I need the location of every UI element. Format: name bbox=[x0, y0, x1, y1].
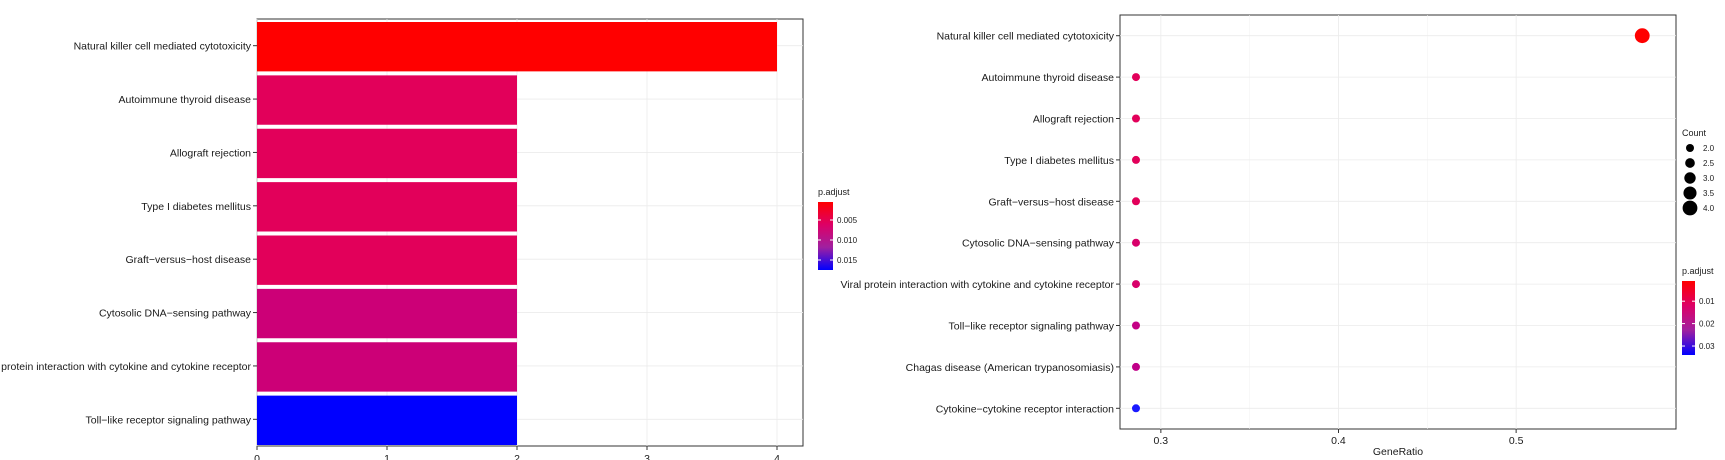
x-tick-label: 0.3 bbox=[1154, 435, 1169, 447]
dot-chart-gridlines bbox=[1120, 15, 1676, 429]
padjust-legend: p.adjust 0.01 0.02 0.03 bbox=[1682, 266, 1715, 355]
x-tick-label: 0.5 bbox=[1509, 435, 1524, 447]
bar-chart-x-ticks: 0 1 2 3 4 bbox=[254, 446, 780, 460]
category-label: Viral protein interaction with cytokine … bbox=[840, 279, 1114, 291]
point bbox=[1131, 321, 1140, 330]
dot-chart-x-axis-title: GeneRatio bbox=[1373, 446, 1423, 458]
category-label: Allograft rejection bbox=[170, 147, 251, 159]
category-label: Autoimmune thyroid disease bbox=[119, 94, 252, 106]
bar bbox=[257, 128, 517, 179]
category-label: Natural killer cell mediated cytotoxicit… bbox=[937, 31, 1115, 43]
bar bbox=[257, 22, 777, 72]
bar bbox=[257, 288, 517, 339]
x-tick-label: 2 bbox=[514, 453, 520, 460]
category-label: Chagas disease (American trypanosomiasis… bbox=[906, 362, 1114, 374]
bar-chart-bars bbox=[257, 22, 777, 445]
point bbox=[1131, 280, 1140, 289]
legend-title: p.adjust bbox=[818, 187, 850, 197]
x-tick-label: 0.4 bbox=[1331, 435, 1346, 447]
x-tick-label: 3 bbox=[644, 453, 650, 460]
legend-tick-label: 0.02 bbox=[1699, 320, 1715, 329]
dot-chart-plot-area bbox=[1119, 14, 1677, 430]
bar bbox=[257, 395, 517, 445]
category-label: Toll−like receptor signaling pathway bbox=[949, 321, 1115, 333]
legend-tick-label: 0.01 bbox=[1699, 297, 1715, 306]
legend-tick-label: 0.015 bbox=[837, 256, 858, 265]
count-legend-swatch bbox=[1682, 200, 1698, 216]
category-label: Viral protein interaction with cytokine … bbox=[0, 361, 251, 373]
bar bbox=[257, 342, 517, 392]
count-legend-swatch bbox=[1683, 186, 1697, 200]
category-label: Type I diabetes mellitus bbox=[1004, 155, 1114, 167]
count-legend-swatch bbox=[1685, 158, 1695, 168]
dot-chart-category-labels: Natural killer cell mediated cytotoxicit… bbox=[840, 31, 1120, 415]
count-legend-swatch bbox=[1686, 144, 1694, 152]
dot-chart-x-ticks: 0.3 0.4 0.5 bbox=[1154, 429, 1524, 447]
point bbox=[1131, 73, 1140, 82]
point bbox=[1634, 28, 1650, 44]
category-label: Allograft rejection bbox=[1033, 114, 1114, 126]
point bbox=[1131, 238, 1140, 247]
x-tick-label: 4 bbox=[774, 453, 780, 460]
point bbox=[1131, 362, 1140, 371]
count-legend-label: 2.5 bbox=[1703, 159, 1715, 168]
padjust-legend-title: p.adjust bbox=[1682, 266, 1714, 276]
x-tick-label: 1 bbox=[384, 453, 390, 460]
count-legend-swatch bbox=[1684, 172, 1696, 184]
point bbox=[1131, 114, 1140, 123]
bar bbox=[257, 235, 517, 285]
count-legend-label: 3.5 bbox=[1703, 189, 1715, 198]
legend-tick-label: 0.010 bbox=[837, 236, 858, 245]
category-label: Cytosolic DNA−sensing pathway bbox=[99, 308, 252, 320]
legend-tick-label: 0.005 bbox=[837, 216, 858, 225]
count-legend: Count 2.0 2.5 3.0 3.5 4.0 bbox=[1682, 128, 1715, 216]
category-label: Toll−like receptor signaling pathway bbox=[86, 414, 252, 426]
bar-chart-category-labels: Natural killer cell mediated cytotoxicit… bbox=[0, 41, 257, 426]
legend-tick-label: 0.03 bbox=[1699, 342, 1715, 351]
category-label: Autoimmune thyroid disease bbox=[982, 72, 1115, 84]
dot-chart-points bbox=[1131, 28, 1650, 413]
x-tick-label: 0 bbox=[254, 453, 260, 460]
point bbox=[1131, 404, 1140, 413]
bar bbox=[257, 75, 517, 125]
category-label: Natural killer cell mediated cytotoxicit… bbox=[74, 41, 252, 53]
count-legend-items: 2.0 2.5 3.0 3.5 4.0 bbox=[1682, 144, 1715, 216]
point bbox=[1131, 197, 1140, 206]
category-label: Graft−versus−host disease bbox=[126, 254, 252, 266]
count-legend-label: 2.0 bbox=[1703, 144, 1715, 153]
legend-ticks: 0.005 0.010 0.015 bbox=[818, 216, 858, 265]
padjust-legend-ticks: 0.01 0.02 0.03 bbox=[1682, 297, 1715, 351]
count-legend-label: 3.0 bbox=[1703, 174, 1715, 183]
count-legend-label: 4.0 bbox=[1703, 204, 1715, 213]
bar-chart: Natural killer cell mediated cytotoxicit… bbox=[0, 18, 858, 460]
count-legend-title: Count bbox=[1682, 128, 1707, 138]
bar-chart-legend: p.adjust 0.005 0.010 0.015 bbox=[818, 187, 858, 270]
category-label: Cytosolic DNA−sensing pathway bbox=[962, 238, 1115, 250]
bar bbox=[257, 182, 517, 232]
legend-colorbar bbox=[818, 202, 833, 270]
padjust-legend-colorbar bbox=[1682, 281, 1695, 355]
point bbox=[1131, 155, 1140, 164]
category-label: Cytokine−cytokine receptor interaction bbox=[936, 403, 1114, 415]
category-label: Graft−versus−host disease bbox=[989, 196, 1115, 208]
dot-chart: Natural killer cell mediated cytotoxicit… bbox=[840, 14, 1715, 458]
category-label: Type I diabetes mellitus bbox=[141, 201, 251, 213]
